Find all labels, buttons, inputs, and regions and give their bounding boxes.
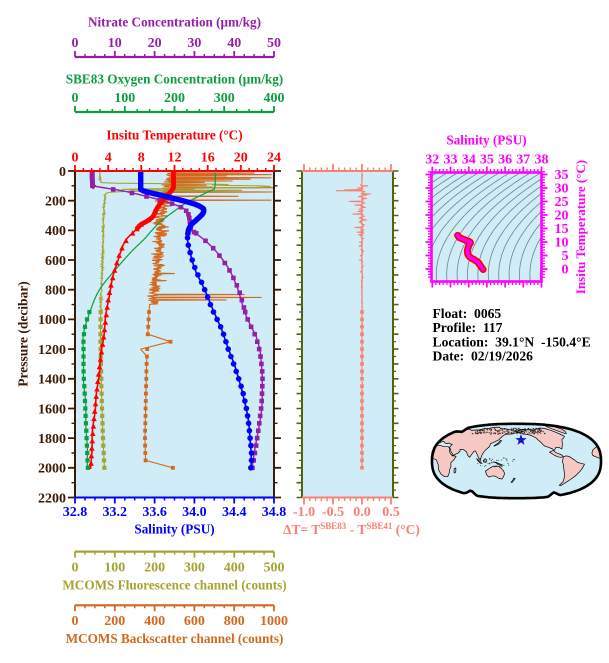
svg-text:12: 12 <box>168 151 182 166</box>
svg-text:34.0: 34.0 <box>182 505 207 520</box>
svg-text:1200: 1200 <box>38 343 66 358</box>
svg-text:1400: 1400 <box>38 373 66 388</box>
svg-text:Nitrate Concentration (μm/kg): Nitrate Concentration (μm/kg) <box>88 15 261 30</box>
svg-text:40: 40 <box>227 36 241 51</box>
svg-text:2200: 2200 <box>38 491 66 506</box>
svg-text:200: 200 <box>104 614 125 629</box>
svg-text:5: 5 <box>562 249 569 264</box>
svg-text:100: 100 <box>104 561 125 576</box>
svg-text:34.8: 34.8 <box>262 505 287 520</box>
svg-text:37: 37 <box>516 153 530 168</box>
svg-text:MCOMS Backscatter channel (cou: MCOMS Backscatter channel (counts) <box>66 631 284 646</box>
svg-text:30: 30 <box>187 36 201 51</box>
svg-text:Insitu Temperature (°C): Insitu Temperature (°C) <box>106 128 242 143</box>
svg-text:400: 400 <box>45 224 66 239</box>
svg-text:0.0: 0.0 <box>353 505 371 520</box>
svg-text:4: 4 <box>105 151 112 166</box>
svg-text:20: 20 <box>234 151 248 166</box>
svg-text:Profile: 117: Profile: 117 <box>433 320 503 335</box>
svg-text:10: 10 <box>108 36 122 51</box>
svg-text:1000: 1000 <box>260 614 288 629</box>
svg-text:Date: 02/19/2026: Date: 02/19/2026 <box>433 349 534 364</box>
svg-text:33.6: 33.6 <box>142 505 167 520</box>
svg-text:35: 35 <box>480 153 494 168</box>
svg-text:Location: 39.1°N -150.4°E: Location: 39.1°N -150.4°E <box>433 334 591 349</box>
svg-text:400: 400 <box>224 561 245 576</box>
svg-text:20: 20 <box>148 36 162 51</box>
svg-text:0: 0 <box>562 263 569 278</box>
svg-text:1800: 1800 <box>38 432 66 447</box>
svg-text:30: 30 <box>555 182 569 197</box>
svg-text:-0.5: -0.5 <box>322 505 344 520</box>
svg-text:34: 34 <box>462 153 476 168</box>
svg-text:24: 24 <box>267 151 281 166</box>
svg-text:800: 800 <box>224 614 245 629</box>
svg-text:25: 25 <box>555 195 569 210</box>
svg-text:200: 200 <box>45 195 66 210</box>
svg-text:Float: 0065: Float: 0065 <box>433 306 502 321</box>
svg-text:200: 200 <box>164 91 185 106</box>
svg-text:0: 0 <box>59 165 66 180</box>
svg-text:ΔT= TSBE83 - TSBE41 (°C): ΔT= TSBE83 - TSBE41 (°C) <box>283 521 420 537</box>
svg-text:Insitu Temperature (°C): Insitu Temperature (°C) <box>573 160 588 294</box>
svg-text:35: 35 <box>555 168 569 183</box>
svg-text:2000: 2000 <box>38 462 66 477</box>
svg-text:36: 36 <box>498 153 512 168</box>
svg-text:Salinity (PSU): Salinity (PSU) <box>134 522 214 537</box>
svg-text:0: 0 <box>72 614 79 629</box>
svg-text:MCOMS Fluorescence channel (co: MCOMS Fluorescence channel (counts) <box>62 578 286 593</box>
svg-text:0: 0 <box>72 151 79 166</box>
svg-text:-1.0: -1.0 <box>293 505 315 520</box>
svg-text:SBE83 Oxygen Concentration (μm: SBE83 Oxygen Concentration (μm/kg) <box>66 72 283 87</box>
svg-text:600: 600 <box>184 614 205 629</box>
svg-text:0: 0 <box>72 91 79 106</box>
svg-text:8: 8 <box>138 151 145 166</box>
svg-text:800: 800 <box>45 284 66 299</box>
svg-text:33.2: 33.2 <box>103 505 128 520</box>
svg-text:400: 400 <box>264 91 285 106</box>
svg-text:0: 0 <box>72 36 79 51</box>
svg-text:1000: 1000 <box>38 313 66 328</box>
svg-text:Pressure (decibar): Pressure (decibar) <box>16 281 31 387</box>
svg-text:33: 33 <box>444 153 458 168</box>
svg-text:200: 200 <box>144 561 165 576</box>
svg-text:20: 20 <box>555 209 569 224</box>
svg-text:10: 10 <box>555 236 569 251</box>
svg-text:34.4: 34.4 <box>222 505 247 520</box>
svg-text:50: 50 <box>267 36 281 51</box>
svg-text:100: 100 <box>114 91 135 106</box>
svg-text:600: 600 <box>45 254 66 269</box>
svg-text:500: 500 <box>264 561 285 576</box>
svg-text:400: 400 <box>144 614 165 629</box>
svg-text:300: 300 <box>214 91 235 106</box>
svg-text:16: 16 <box>201 151 215 166</box>
svg-text:32.8: 32.8 <box>63 505 88 520</box>
svg-text:0.5: 0.5 <box>382 505 400 520</box>
svg-text:38: 38 <box>535 153 549 168</box>
svg-text:0: 0 <box>72 561 79 576</box>
svg-text:Salinity (PSU): Salinity (PSU) <box>446 133 526 148</box>
svg-text:15: 15 <box>555 222 569 237</box>
svg-text:300: 300 <box>184 561 205 576</box>
svg-text:32: 32 <box>425 153 439 168</box>
svg-text:1600: 1600 <box>38 402 66 417</box>
